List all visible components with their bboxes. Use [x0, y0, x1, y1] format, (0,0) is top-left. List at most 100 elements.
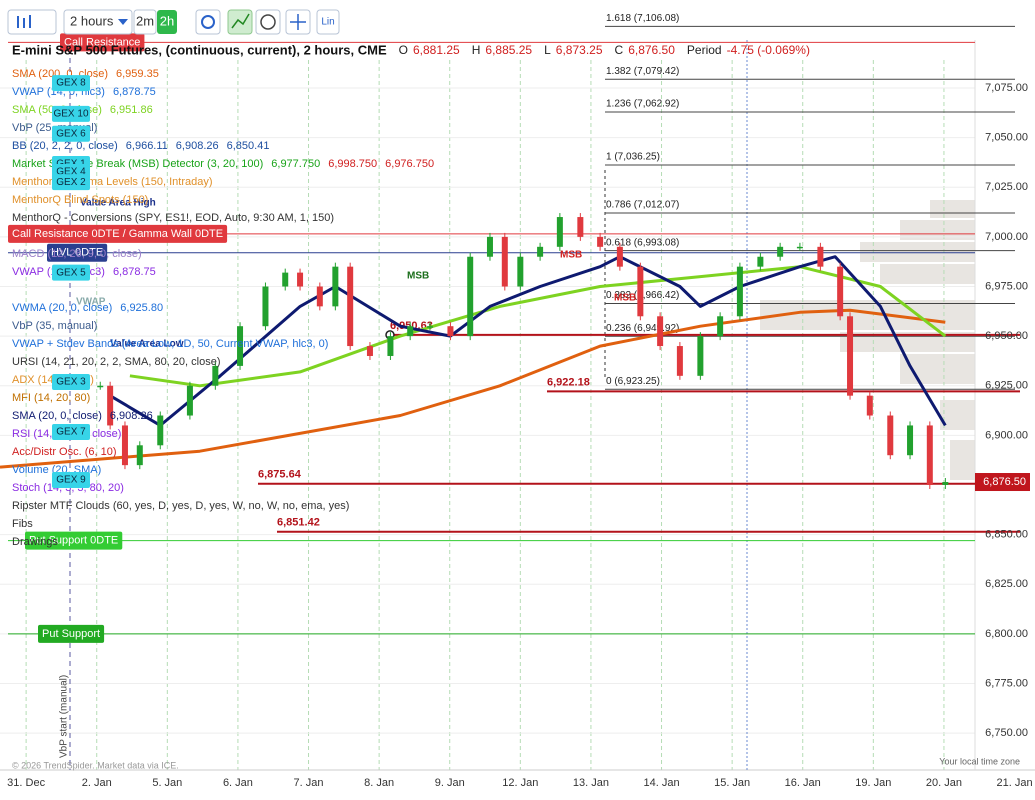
price-line-label: 6,851.42 — [277, 517, 320, 529]
last-price-label: 6,876.50 — [983, 476, 1026, 488]
candle — [887, 415, 894, 456]
last-price-tag — [975, 473, 1030, 492]
interval-button-active[interactable] — [157, 10, 177, 34]
candle — [501, 236, 508, 287]
candle — [486, 236, 493, 257]
level-label-box — [38, 624, 105, 643]
ohlc-value: 6,876.50 — [628, 43, 675, 57]
legend-readout: 6,850.41 — [227, 140, 270, 152]
candle — [537, 246, 544, 257]
gex-tag — [52, 105, 90, 122]
candle — [332, 266, 339, 307]
toolbar: 2 hours 2m 2h Lin — [7, 9, 340, 35]
y-tick-label: 6,925.00 — [985, 380, 1028, 392]
candle — [121, 425, 128, 466]
candle — [817, 246, 824, 267]
candle — [212, 365, 219, 386]
ohlc-label: H — [472, 43, 481, 57]
legend-readout: 6,966.11 — [126, 140, 168, 152]
annotation: Value Area Low — [110, 339, 184, 350]
y-tick-label: 6,750.00 — [985, 727, 1028, 739]
chart-title: E-mini S&P 500 Futures, (continuous, cur… — [12, 42, 387, 57]
ohlc-label: O — [399, 43, 408, 57]
level-label: Call Resistance 0DTE / Gamma Wall 0DTE — [12, 228, 223, 240]
settings-button[interactable] — [195, 9, 221, 35]
vertical-annotation: VbP start (manual) — [59, 675, 70, 758]
candle — [657, 316, 664, 347]
x-tick-label: 31. Dec — [7, 777, 45, 789]
candle — [447, 326, 454, 337]
legend-readout: 6,959.35 — [116, 68, 159, 80]
legend-entry: MenthorQ - Conversions (SPY, ES1!, EOD, … — [12, 212, 334, 224]
x-tick-label: 14. Jan — [643, 777, 679, 789]
candle — [907, 425, 914, 456]
candle — [237, 326, 244, 366]
candle — [297, 272, 304, 287]
gex-label: GEX 5 — [56, 267, 86, 278]
y-tick-label: 7,050.00 — [985, 132, 1028, 144]
chart-type-button[interactable] — [7, 9, 57, 35]
credit: © 2026 TrendSpider. Market data via ICE. — [12, 760, 179, 770]
level-label-box — [25, 531, 123, 550]
x-tick-label: 2. Jan — [82, 777, 112, 789]
candle — [676, 346, 683, 376]
gex-tag — [52, 472, 90, 489]
candle — [796, 246, 803, 249]
fib-label: 1.618 (7,106.08) — [606, 13, 679, 24]
legend-readout: 6,908.26 — [110, 410, 153, 422]
legend-entry: SMA (20, 0, close) — [12, 410, 102, 422]
indicator-line — [109, 255, 947, 427]
x-tick-label: 8. Jan — [364, 777, 394, 789]
candle — [757, 256, 764, 267]
legend-entry: VWAP + Stdev Bands (Area Low, 1D, 50, Cu… — [12, 338, 328, 350]
trend-icon — [231, 13, 250, 29]
period-value: -4.75 (-0.069%) — [727, 43, 810, 57]
candle — [942, 482, 949, 485]
candle — [467, 256, 474, 337]
plot-area: VbP start (manual) 1.618 (7,106.08) 1.382 … — [0, 13, 1035, 771]
clock-button[interactable] — [255, 9, 281, 35]
candle — [407, 326, 414, 337]
ohlc-value: 6,873.25 — [556, 43, 603, 57]
x-tick-label: 5. Jan — [152, 777, 182, 789]
gex-tag — [52, 423, 90, 440]
price-line-label: 6,922.18 — [547, 376, 590, 388]
candle — [517, 256, 524, 287]
level-label-box — [47, 243, 108, 262]
interval-button-label: 2m — [136, 13, 154, 28]
y-tick-label: 6,950.00 — [985, 330, 1028, 342]
legend-entry: BB (20, 2, 2, 0, close) — [12, 140, 118, 152]
annotation: Value Area High — [80, 198, 156, 209]
x-tick-label: 16. Jan — [785, 777, 821, 789]
ohlc-value: 6,881.25 — [413, 43, 460, 57]
clock-icon — [260, 14, 276, 30]
candle — [777, 246, 784, 257]
interval-select[interactable] — [63, 9, 133, 35]
candle — [97, 385, 104, 388]
annotation: VWAP — [76, 297, 106, 308]
candle — [157, 415, 164, 446]
candle — [366, 346, 373, 356]
level-label-box — [8, 224, 228, 243]
annotation: MSB — [560, 250, 582, 261]
legend-entry: Drawings — [12, 536, 58, 548]
interval-button[interactable] — [133, 9, 157, 35]
price-line-label: 6,875.64 — [258, 469, 302, 481]
legend-entry: Ripster MTF Clouds (60, yes, D, yes, D, … — [12, 500, 349, 512]
ohlc-label: L — [544, 43, 551, 57]
candle — [637, 266, 644, 317]
interval-button-label: 2h — [160, 13, 174, 28]
gear-icon — [201, 15, 215, 29]
dropdown-arrow — [118, 19, 128, 25]
candle — [556, 217, 563, 247]
level-label-box — [60, 33, 145, 52]
x-tick-label: 12. Jan — [502, 777, 538, 789]
scale-button[interactable] — [316, 9, 340, 35]
y-tick-label: 6,775.00 — [985, 677, 1028, 689]
level-label: Put Support — [42, 628, 100, 640]
header: E-mini S&P 500 Futures, (continuous, cur… — [12, 42, 810, 57]
candle — [387, 336, 394, 356]
candle-icon — [17, 15, 31, 28]
legend-readout: 6,878.75 — [113, 266, 156, 278]
